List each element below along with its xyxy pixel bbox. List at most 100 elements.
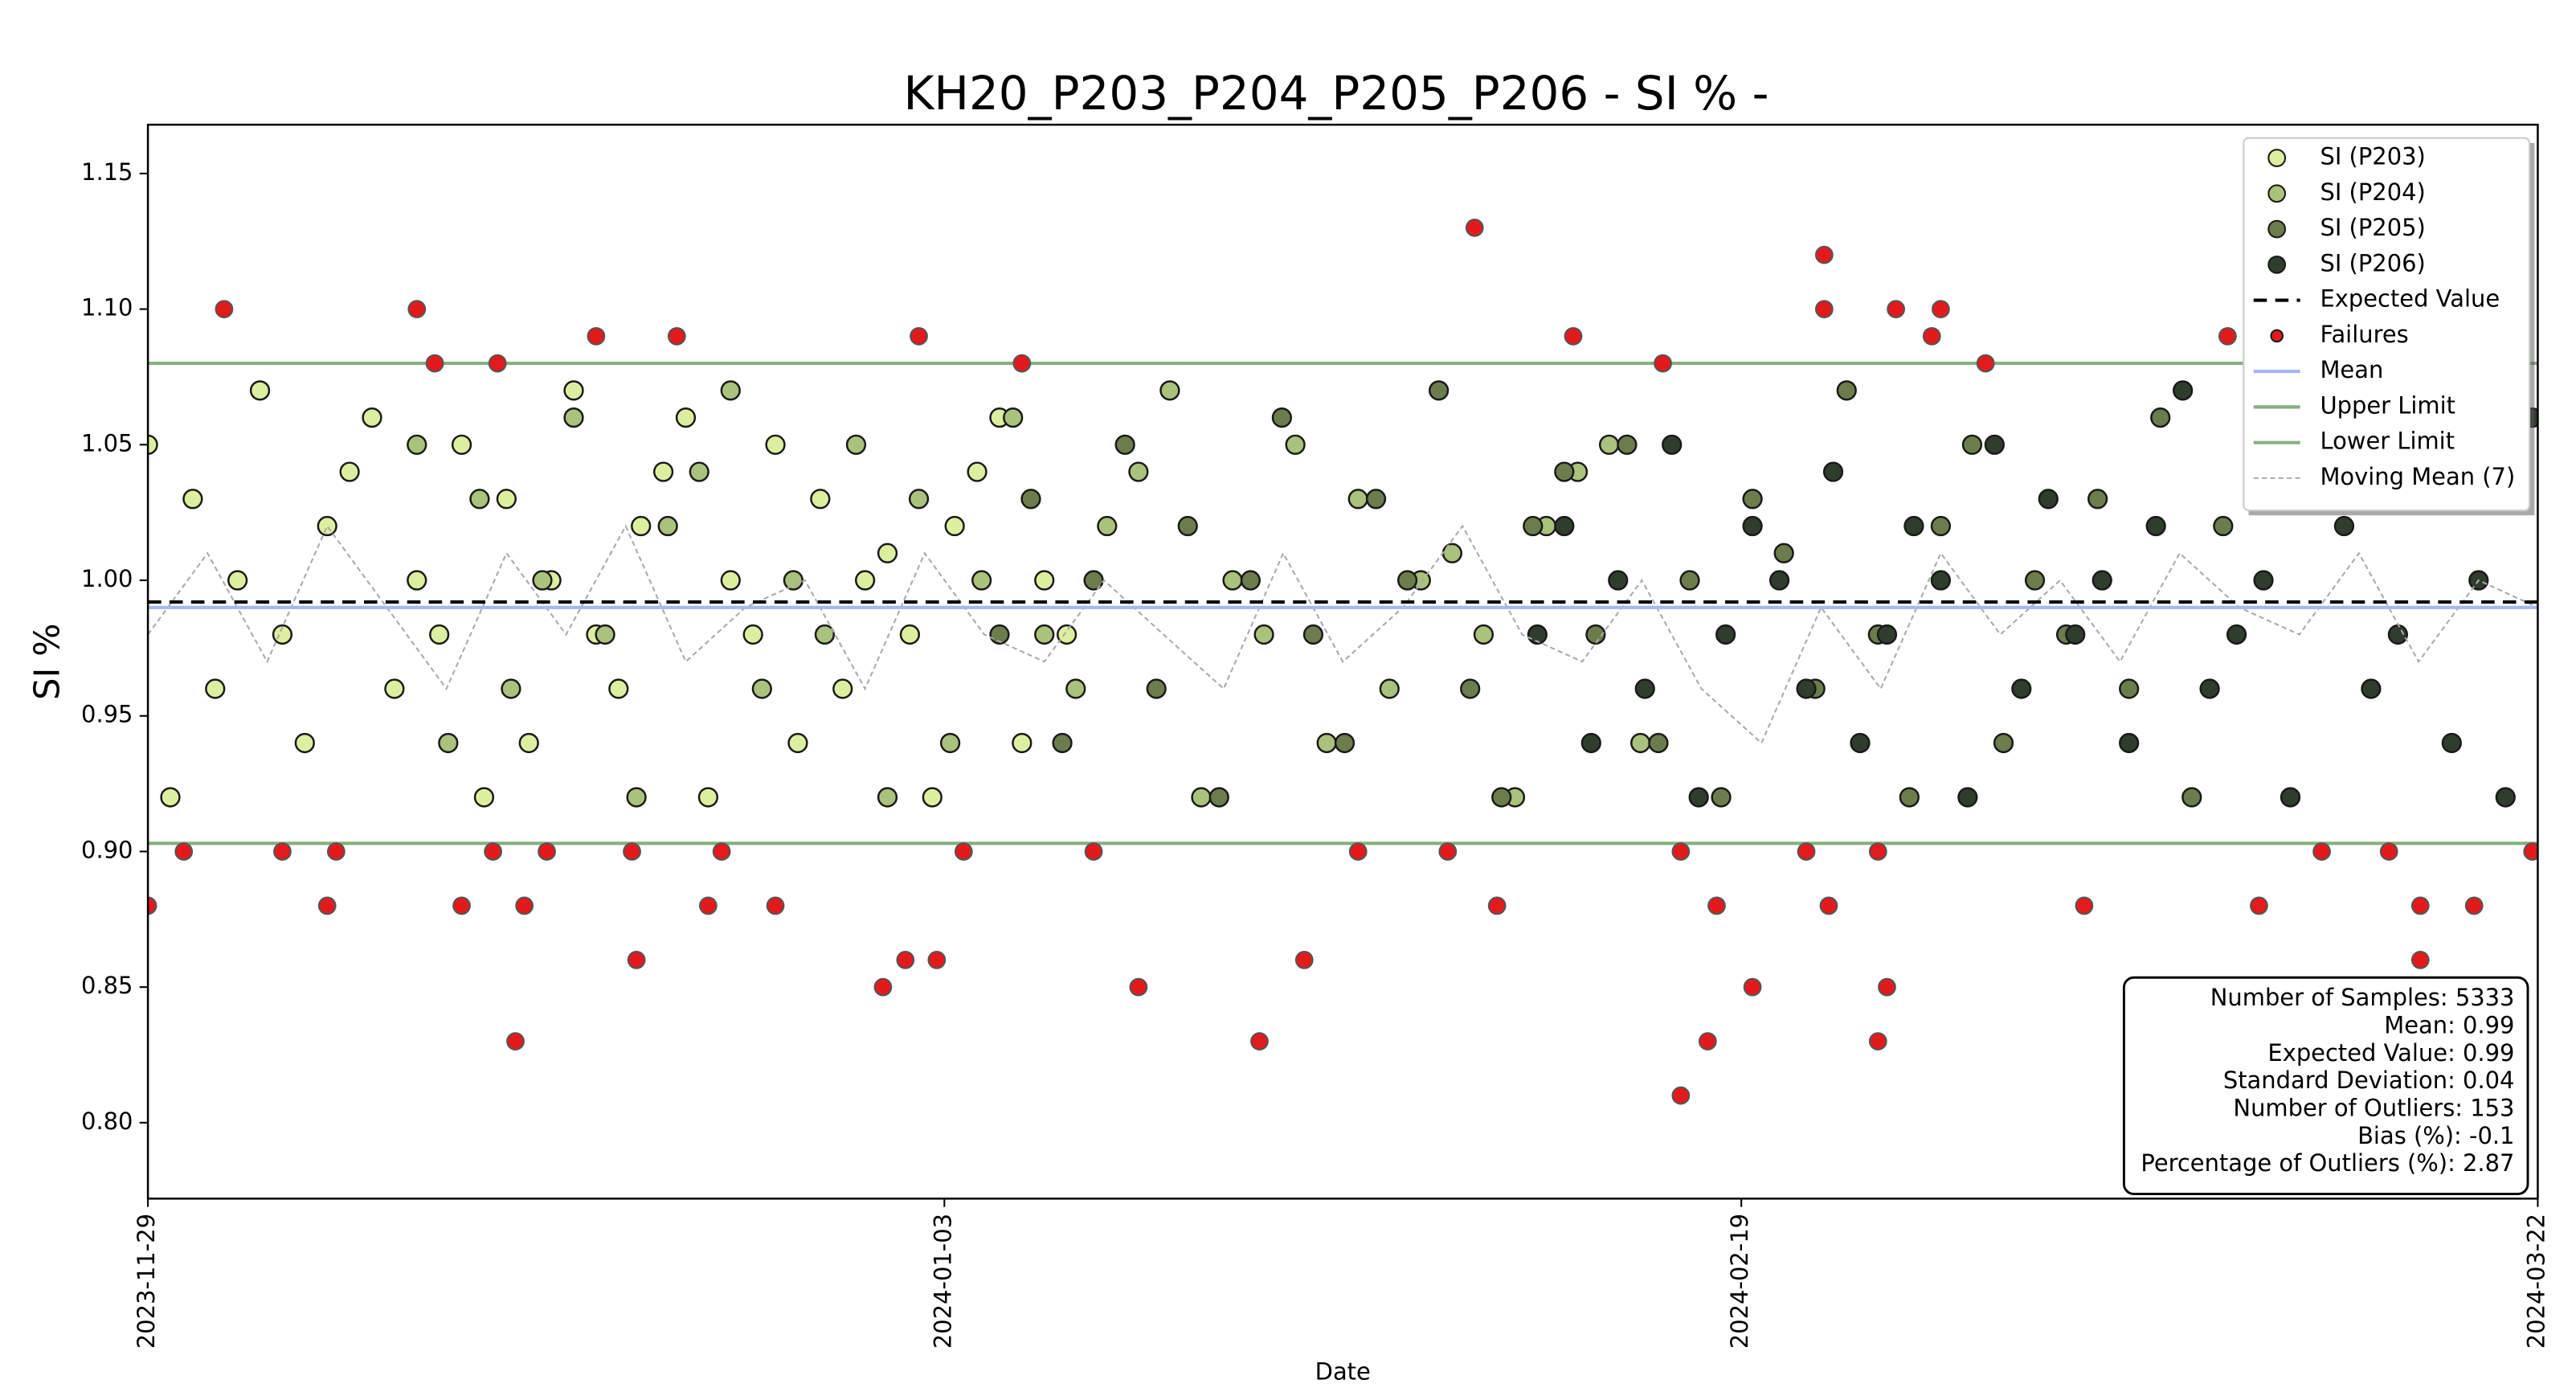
data-point (1146, 678, 1167, 699)
data-point (1491, 787, 1512, 808)
failure-point (927, 951, 947, 969)
data-point (1208, 787, 1229, 808)
data-point (854, 570, 876, 591)
data-point (2145, 515, 2166, 537)
data-point (657, 515, 678, 537)
y-tick-label: 1.05 (81, 429, 133, 457)
data-point (787, 732, 808, 754)
data-point (899, 624, 921, 645)
data-point (1930, 515, 1952, 537)
data-point (532, 570, 553, 591)
legend-marker (2267, 149, 2287, 167)
data-point (908, 489, 930, 510)
failure-point (273, 842, 292, 861)
failure-point (2379, 842, 2398, 861)
data-point (1302, 624, 1324, 645)
failure-point (1438, 842, 1458, 861)
failure-point (215, 300, 234, 318)
failure-point (2410, 896, 2430, 915)
data-point (1097, 515, 1118, 537)
x-axis-label: Date (1315, 1358, 1371, 1384)
legend-label: Moving Mean (7) (2320, 463, 2515, 490)
failure-point (452, 896, 471, 915)
data-point (1523, 515, 1544, 537)
data-point (1598, 434, 1620, 455)
data-point (1020, 489, 1041, 510)
data-point (2038, 489, 2059, 510)
legend-label: Expected Value (2320, 285, 2500, 313)
data-point (1768, 570, 1790, 591)
x-tick-label: 2024-03-22 (2522, 1214, 2549, 1349)
data-point (2091, 570, 2112, 591)
y-tick-label: 1.00 (81, 565, 133, 592)
failure-point (1698, 1032, 1717, 1051)
data-point (1688, 787, 1709, 808)
data-point (1836, 380, 1857, 401)
data-point (2333, 515, 2355, 537)
plot-layer (148, 219, 2538, 1105)
data-point (1554, 515, 1575, 537)
failure-point (1878, 977, 1896, 997)
failure-point (515, 896, 534, 915)
data-point (2361, 678, 2382, 699)
data-point (2181, 787, 2202, 808)
data-point (2119, 732, 2140, 754)
x-tick-label: 2024-01-03 (929, 1214, 956, 1349)
failure-point (2410, 951, 2430, 969)
x-tick-label: 2023-11-29 (133, 1214, 160, 1349)
y-tick-label: 1.10 (81, 294, 133, 321)
data-point (2387, 624, 2409, 645)
data-point (1159, 380, 1180, 401)
data-point (227, 570, 248, 591)
failure-point (2312, 842, 2331, 861)
failure-point (174, 842, 194, 861)
data-point (989, 624, 1010, 645)
failure-point (1814, 300, 1834, 318)
data-point (563, 407, 584, 428)
failure-point (2464, 896, 2484, 915)
failure-point (954, 842, 973, 861)
data-point (2441, 732, 2462, 754)
failure-point (1797, 842, 1816, 861)
data-point (1662, 434, 1683, 455)
data-point (1715, 624, 1736, 645)
legend-label: Mean (2320, 356, 2383, 383)
data-point (407, 570, 427, 591)
failure-point (1868, 842, 1887, 861)
data-point (944, 515, 965, 537)
failure-point (1814, 245, 1834, 264)
failure-point (587, 326, 606, 346)
y-tick-label: 0.80 (81, 1108, 133, 1135)
data-point (2173, 380, 2194, 401)
failure-point (1294, 951, 1314, 969)
data-point (501, 678, 521, 699)
data-point (1796, 678, 1817, 699)
failure-point (873, 977, 893, 997)
failure-point (506, 1032, 525, 1051)
data-point (1903, 515, 1924, 537)
stats-line: Mean: 0.99 (2384, 1011, 2514, 1038)
legend-label: Lower Limit (2320, 428, 2455, 455)
data-point (469, 489, 490, 510)
data-point (967, 461, 987, 482)
data-point (675, 407, 697, 428)
data-point (339, 461, 360, 482)
legend-label: SI (P206) (2320, 249, 2425, 276)
y-tick-label: 0.95 (81, 701, 133, 728)
y-tick-label: 1.15 (81, 158, 133, 186)
data-point (1316, 732, 1337, 754)
data-point (407, 434, 427, 455)
failure-point (1654, 354, 1672, 373)
failure-point (1348, 842, 1368, 861)
data-point (1222, 570, 1243, 591)
failure-point (1743, 977, 1762, 997)
data-point (1240, 570, 1261, 591)
data-point (384, 678, 405, 699)
failure-point (407, 300, 427, 318)
failure-point (1250, 1032, 1269, 1051)
failure-point (1465, 219, 1484, 237)
stats-line: Number of Outliers: 153 (2233, 1094, 2514, 1121)
data-point (473, 787, 495, 808)
